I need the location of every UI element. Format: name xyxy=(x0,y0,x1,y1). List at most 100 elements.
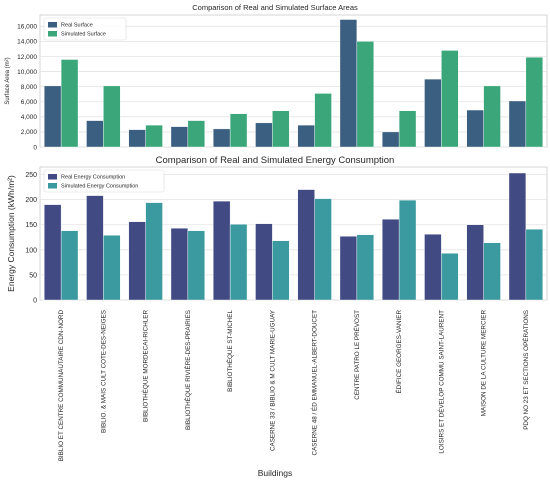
energy-bar-real xyxy=(382,218,400,301)
y-tick-label: 200 xyxy=(25,197,37,204)
surface-bar-real xyxy=(86,120,104,148)
energy-chart-title: Comparison of Real and Simulated Energy … xyxy=(156,155,395,166)
legend-swatch xyxy=(48,22,57,28)
energy-bar-real xyxy=(297,189,315,301)
surface-bar-simulated xyxy=(356,41,374,148)
building-label: BIBLIOTHÈQUE MORDECAI-RICHLER xyxy=(141,310,150,422)
building-label: LOISIRS ET DÉVELOP COMMU SAINT-LAURENT xyxy=(436,310,445,454)
energy-chart-xlabel: Buildings xyxy=(258,468,293,478)
y-tick-label: 250 xyxy=(25,172,37,179)
energy-bar-simulated xyxy=(398,199,417,301)
surface-bar-simulated xyxy=(272,110,290,148)
surface-bar-real xyxy=(339,19,358,148)
energy-bar-simulated xyxy=(314,198,332,301)
energy-consumption-chart: Comparison of Real and Simulated Energy … xyxy=(6,155,548,478)
energy-chart-ylabel: Energy Consumption (kWh/m²) xyxy=(6,175,16,292)
energy-bar-simulated xyxy=(145,202,163,301)
surface-gridlines xyxy=(40,25,547,148)
y-tick-label: 4,000 xyxy=(21,114,38,121)
building-label: BIBLIOTHÈQUE ST-MICHEL xyxy=(225,310,234,392)
building-label: BIBLIO. & MAIS CULT COTE-DES-NEIGES xyxy=(100,310,107,433)
building-label: BIBLIO ET CENTRE COMMUNAUTAIRE CDN-NORD xyxy=(58,310,65,462)
surface-bar-simulated xyxy=(145,124,163,148)
energy-bar-simulated xyxy=(441,253,459,301)
surface-bar-simulated xyxy=(103,85,121,148)
legend-label: Simulated Energy Consumption xyxy=(61,184,138,190)
surface-bar-simulated xyxy=(398,110,417,148)
building-label: CASERNE 33 / BIBLIO & M CULT MARIE-UGUAY xyxy=(269,309,276,451)
surface-bar-simulated xyxy=(441,50,459,148)
energy-legend: Real Energy Consumption Simulated Energy … xyxy=(43,169,165,193)
legend-box xyxy=(43,17,127,41)
surface-bar-simulated xyxy=(483,85,501,148)
energy-bar-simulated xyxy=(483,242,501,301)
surface-bar-real xyxy=(297,124,315,148)
legend-swatch xyxy=(48,31,57,37)
building-label: ÉDIFICE GEORGES-VANIER xyxy=(394,310,403,394)
surface-area-chart: Comparison of Real and Simulated Surface… xyxy=(5,3,548,151)
legend-label: Real Energy Consumption xyxy=(61,175,125,181)
surface-bar-real xyxy=(466,109,484,148)
legend-swatch xyxy=(48,183,57,189)
y-tick-label: 8,000 xyxy=(21,84,38,91)
energy-bar-real xyxy=(128,221,146,301)
surface-bar-simulated xyxy=(229,113,248,148)
energy-bar-real xyxy=(44,204,62,301)
surface-bar-simulated xyxy=(60,59,79,148)
energy-bar-simulated xyxy=(229,224,248,301)
y-tick-label: 0 xyxy=(33,144,37,151)
surface-bar-real xyxy=(508,100,527,148)
surface-bar-real xyxy=(128,129,146,148)
surface-bar-real xyxy=(44,85,62,148)
energy-bar-real xyxy=(424,234,442,301)
building-x-tick-labels: BIBLIO ET CENTRE COMMUNAUTAIRE CDN-NORD B… xyxy=(58,309,530,461)
energy-bar-simulated xyxy=(103,235,121,301)
legend-box xyxy=(43,169,165,193)
y-tick-label: 0 xyxy=(33,297,37,304)
building-label: CASERNE 48 / ÉD EMMANUEL-ALBERT-DOUCET xyxy=(310,310,319,456)
surface-chart-title: Comparison of Real and Simulated Surface… xyxy=(192,3,358,12)
surface-bar-real xyxy=(170,126,189,148)
surface-bar-simulated xyxy=(525,57,543,148)
energy-bar-real xyxy=(213,200,231,301)
surface-chart-ylabel: Surface Area (m²) xyxy=(5,57,11,104)
energy-bar-real xyxy=(339,236,358,301)
y-tick-label: 10,000 xyxy=(17,69,37,76)
energy-bar-simulated xyxy=(60,230,79,301)
legend-swatch xyxy=(48,174,57,180)
surface-legend: Real Surface Simulated Surface xyxy=(43,17,127,41)
energy-bar-real xyxy=(255,223,273,301)
y-tick-label: 150 xyxy=(25,222,37,229)
energy-bar-simulated xyxy=(272,240,290,301)
y-tick-label: 50 xyxy=(29,272,37,279)
surface-bar-real xyxy=(382,131,400,148)
building-label: MAISON DE LA CULTURE MERCIER xyxy=(481,310,488,417)
y-tick-label: 6,000 xyxy=(21,99,38,106)
energy-bars xyxy=(44,172,543,301)
energy-bar-real xyxy=(86,195,104,301)
building-label: PDQ NO 23 ET SECTIONS OPÉRATIONS xyxy=(521,310,530,430)
y-tick-label: 16,000 xyxy=(17,24,37,31)
surface-bars xyxy=(44,19,543,148)
energy-bar-simulated xyxy=(356,234,374,301)
energy-bar-real xyxy=(508,172,527,301)
surface-bar-real xyxy=(424,78,442,148)
y-tick-label: 12,000 xyxy=(17,54,37,61)
surface-bar-real xyxy=(213,128,231,148)
building-label: CENTRE PATRO LE PRÉVOST xyxy=(352,310,361,400)
y-tick-label: 100 xyxy=(25,247,37,254)
surface-bar-simulated xyxy=(314,93,332,148)
legend-label: Real Surface xyxy=(61,23,93,29)
energy-bar-real xyxy=(466,224,484,301)
surface-bar-simulated xyxy=(187,120,205,148)
legend-label: Simulated Surface xyxy=(61,32,106,38)
building-label: BIBLIOTHÈQUE RIVIÈRE-DES-PRAIRIES xyxy=(183,310,192,430)
energy-gridlines xyxy=(40,174,547,301)
energy-bar-real xyxy=(170,228,189,301)
energy-y-tick-labels: 0 50 100 150 200 250 xyxy=(25,172,37,304)
y-tick-label: 2,000 xyxy=(21,129,38,136)
energy-bar-simulated xyxy=(525,229,543,301)
surface-bar-real xyxy=(255,122,273,148)
y-tick-label: 14,000 xyxy=(17,39,37,46)
